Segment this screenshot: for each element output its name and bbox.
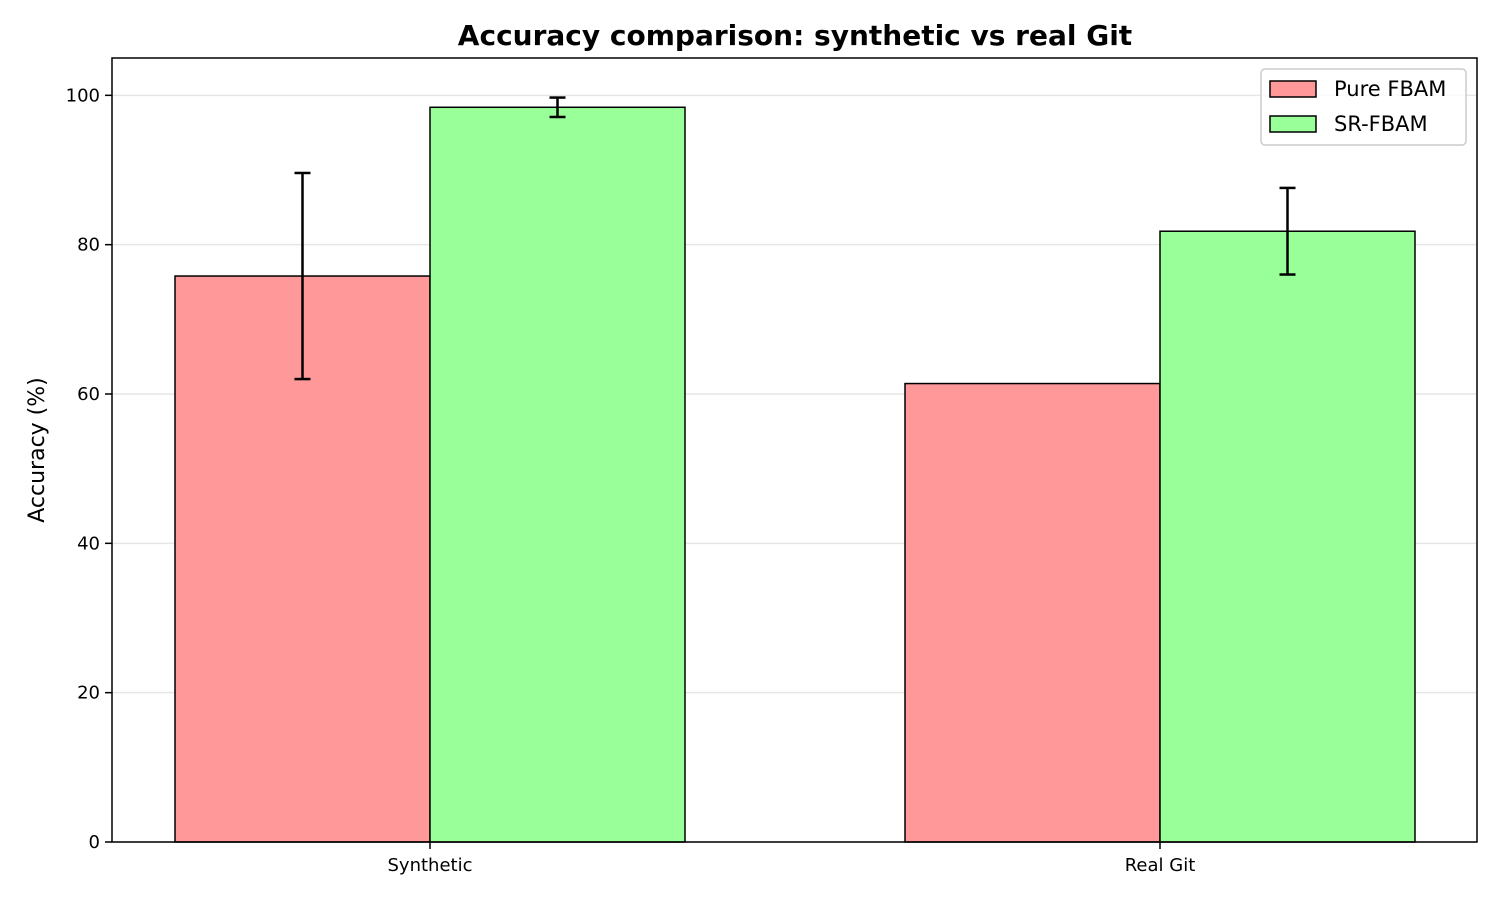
error-bar-pure-fbam-synthetic [294,171,311,381]
plot-area-frame [111,57,1478,843]
y-tick-label-40: 40 [77,533,100,554]
bar-pure-fbam-real-git [904,382,1161,843]
y-axis-label: Accuracy (%) [25,377,50,523]
x-tick-label-real-git: Real Git [1125,855,1196,876]
legend-entry-pure-fbam: Pure FBAM [1269,77,1446,101]
error-bar-sr-fbam-synthetic [549,96,566,119]
error-bar-sr-fbam-real-git [1279,186,1296,276]
y-tick-label-100: 100 [66,85,100,106]
y-tick-label-0: 0 [89,832,100,853]
bar-sr-fbam-real-git [1159,230,1416,843]
x-axis-ticks: Synthetic Real Git [388,842,1196,876]
error-bars [294,96,1296,381]
y-tick-label-80: 80 [77,235,100,256]
x-tick-label-synthetic: Synthetic [388,855,473,876]
legend-label-sr-fbam: SR-FBAM [1334,112,1428,136]
y-tick-label-60: 60 [77,384,100,405]
legend-swatch-sr-fbam [1269,115,1317,133]
y-axis-ticks: 0 20 40 60 80 100 [66,85,112,853]
legend-swatch-pure-fbam [1269,80,1317,98]
bars [174,106,1416,843]
legend: Pure FBAM SR-FBAM [1260,68,1467,146]
legend-label-pure-fbam: Pure FBAM [1334,77,1446,101]
y-tick-label-20: 20 [77,683,100,704]
legend-entry-sr-fbam: SR-FBAM [1269,112,1428,136]
chart-title: Accuracy comparison: synthetic vs real G… [458,19,1132,52]
bar-sr-fbam-synthetic [429,106,686,843]
